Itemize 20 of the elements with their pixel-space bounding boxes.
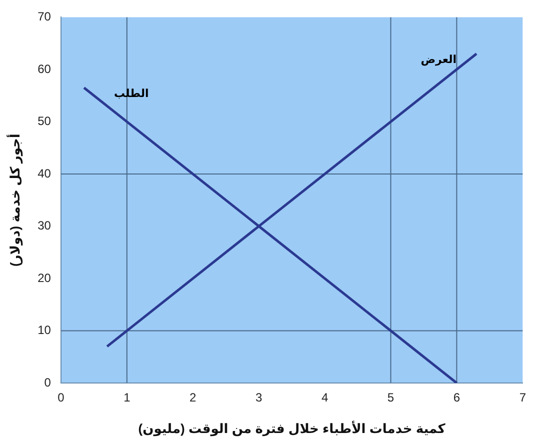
y-tick-label: 60 [38, 62, 52, 76]
x-tick-label: 7 [519, 390, 526, 405]
x-tick-label: 5 [387, 390, 394, 405]
series-label: العرض [420, 54, 456, 66]
x-tick-label: 4 [321, 390, 328, 405]
x-tick-label: 2 [190, 390, 197, 405]
y-tick-label: 70 [38, 10, 52, 24]
y-tick-label: 40 [38, 166, 52, 180]
series-label: الطلب [114, 88, 149, 100]
x-axis-title: كمية خدمات الأطباء خلال فترة من الوقت (مليون) [138, 420, 446, 437]
x-tick-label: 6 [453, 390, 460, 405]
y-tick-label: 0 [44, 375, 52, 390]
x-tick-label: 0 [58, 390, 65, 405]
y-tick-label: 50 [38, 114, 52, 128]
y-tick-label: 30 [38, 218, 52, 233]
y-tick-label: 10 [38, 323, 52, 338]
x-tick-label: 1 [124, 390, 131, 405]
x-tick-label: 3 [255, 390, 262, 405]
y-axis-title: أجور كل خدمة (دولار) [6, 134, 24, 267]
y-tick-label: 20 [38, 270, 52, 285]
